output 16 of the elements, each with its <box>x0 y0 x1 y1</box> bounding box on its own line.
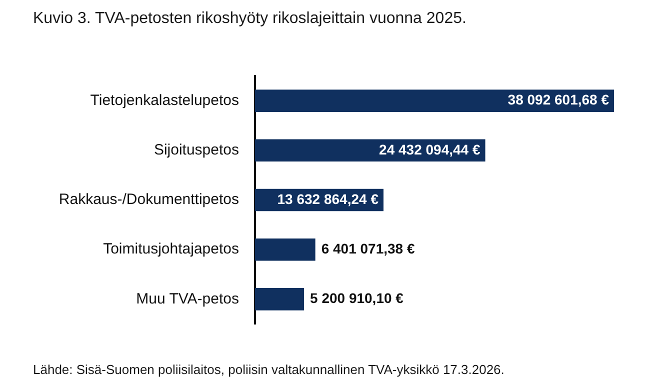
y-tick-label: Tietojenkalastelupetos <box>90 92 239 109</box>
data-label: 24 432 094,44 € <box>379 141 480 158</box>
data-label: 6 401 071,38 € <box>321 240 415 256</box>
data-label: 5 200 910,10 € <box>310 290 404 306</box>
bar <box>255 238 316 261</box>
y-tick-label: Sijoituspetos <box>154 142 239 159</box>
chart-title: Kuvio 3. TVA-petosten rikoshyöty rikoslajeittain vuonna 2025. <box>33 10 466 28</box>
data-label: 38 092 601,68 € <box>508 92 610 108</box>
data-label: 13 632 864,24 € <box>277 190 379 207</box>
text: Lähde: Sisä-Suomen poliisilaitos, poliisin valtakunnallinen TVA-yksikkö 17.3.2026. <box>33 362 504 377</box>
y-tick-label: Rakkaus-/Dokumenttipetos <box>58 191 239 208</box>
bar <box>255 288 304 310</box>
bar <box>255 90 614 112</box>
y-tick-label: Toimitusjohtajapetos <box>103 240 239 258</box>
bar <box>255 139 486 162</box>
y-tick-label: Muu TVA-petos <box>136 290 239 308</box>
